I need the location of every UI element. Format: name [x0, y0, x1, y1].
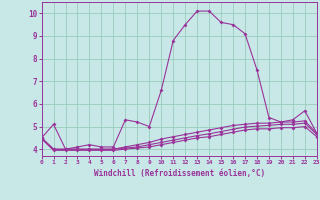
X-axis label: Windchill (Refroidissement éolien,°C): Windchill (Refroidissement éolien,°C) [94, 169, 265, 178]
